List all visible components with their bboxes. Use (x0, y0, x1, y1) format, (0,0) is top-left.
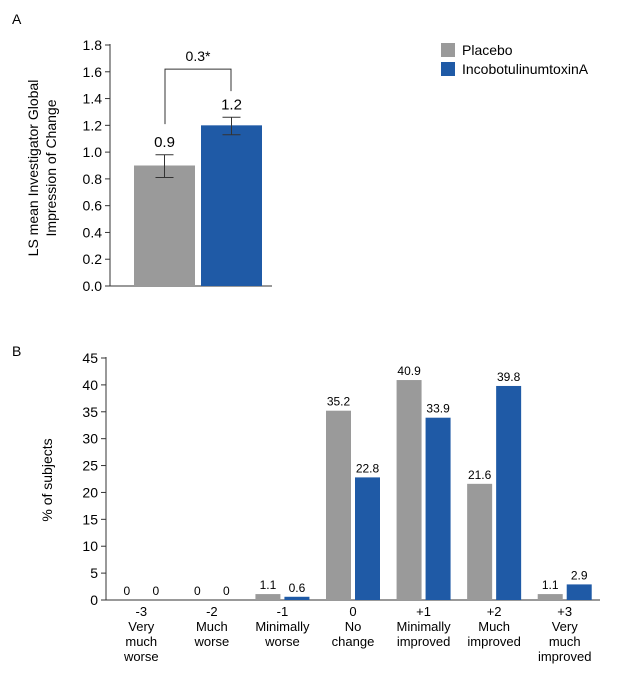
panel-b-y-tick-label: 5 (90, 565, 98, 581)
panel-a-y-tick-label: 1.0 (83, 144, 103, 160)
panel-a-y-tick-label: 1.2 (83, 117, 103, 133)
panel-b-bar-value-label: 0 (123, 584, 130, 598)
panel-b-y-axis-title: % of subjects (39, 438, 55, 521)
panel-a-bar-placebo (134, 165, 195, 286)
legend: Placebo IncobotulinumtoxinA (441, 42, 589, 77)
panel-b-x-tick-label: Very (552, 619, 579, 634)
panel-b-bar-treatment (284, 596, 310, 600)
panel-a-y-tick-label: 0.0 (83, 278, 103, 294)
panel-a-y-tick-label: 1.6 (83, 64, 103, 80)
panel-b-y-tick-label: 15 (82, 511, 98, 527)
panel-b-bar-value-label: 22.8 (356, 461, 380, 475)
panel-b-bar-treatment (496, 385, 522, 600)
panel-b-x-tick-label: worse (264, 634, 300, 649)
legend-label-treatment: IncobotulinumtoxinA (462, 61, 589, 77)
panel-b-bar-placebo (467, 483, 493, 600)
panel-b-x-tick-code: -3 (136, 604, 148, 619)
panel-b-y-tick-label: 25 (82, 458, 98, 474)
panel-a-bar-value-label: 0.9 (154, 134, 175, 151)
panel-a-significance-label: 0.3* (186, 48, 211, 64)
panel-b-y-tick-label: 35 (82, 404, 98, 420)
panel-b-bar-placebo (537, 594, 563, 600)
panel-b-x-tick-label: Minimally (255, 619, 310, 634)
panel-b-bar-value-label: 21.6 (468, 468, 492, 482)
panel-a: A LS mean Investigator Global Impression… (12, 11, 589, 294)
panel-b-bar-value-label: 40.9 (397, 364, 421, 378)
panel-b-bar-value-label: 35.2 (327, 395, 351, 409)
panel-b-bar-placebo (396, 380, 422, 600)
panel-b-bar-placebo (255, 594, 281, 600)
panel-b-x-tick-label: Much (196, 619, 228, 634)
panel-a-y-tick-label: 1.8 (83, 37, 103, 53)
panel-b-x-tick-label: worse (123, 649, 159, 664)
panel-a-y-tick-label: 0.8 (83, 171, 103, 187)
panel-b-bar-value-label: 0 (152, 584, 159, 598)
panel-b-bar-value-label: 39.8 (497, 370, 521, 384)
legend-label-placebo: Placebo (462, 42, 513, 58)
panel-b-x-tick-label: worse (194, 634, 230, 649)
panel-b-bar-value-label: 0.6 (289, 581, 306, 595)
panel-b-bar-value-label: 0 (194, 584, 201, 598)
panel-b-x-tick-label: improved (397, 634, 450, 649)
panel-b-x-tick-code: -2 (206, 604, 218, 619)
panel-b-x-tick-label: Much (478, 619, 510, 634)
panel-a-bar-value-label: 1.2 (221, 96, 242, 113)
panel-a-label: A (12, 11, 22, 27)
panel-b-bar-value-label: 2.9 (571, 568, 588, 582)
panel-b-bar-treatment (355, 477, 380, 600)
legend-swatch-treatment (441, 62, 455, 76)
panel-b-bar-treatment (566, 584, 592, 600)
panel-b-x-tick-code: -1 (277, 604, 289, 619)
panel-b-x-tick-label: Minimally (396, 619, 451, 634)
panel-b-y-tick-label: 40 (82, 377, 98, 393)
panel-b-bar-value-label: 1.1 (260, 578, 277, 592)
panel-a-significance-bracket (164, 68, 232, 125)
panel-b-x-tick-code: +1 (416, 604, 431, 619)
panel-b-bar-value-label: 33.9 (426, 402, 450, 416)
panel-b-x-tick-code: +2 (487, 604, 502, 619)
panel-b-y-tick-label: 0 (90, 592, 98, 608)
legend-swatch-placebo (441, 43, 455, 57)
panel-b-label: B (12, 343, 21, 359)
panel-b-x-tick-label: improved (538, 649, 591, 664)
panel-b-bar-placebo (326, 410, 351, 600)
panel-b-x-tick-label: much (549, 634, 581, 649)
panel-a-y-tick-label: 0.2 (83, 251, 103, 267)
panel-b-x-tick-label: No (345, 619, 362, 634)
panel-b-bar-value-label: 1.1 (542, 578, 559, 592)
panel-b-x-tick-code: +3 (557, 604, 572, 619)
panel-b-x-tick-label: improved (467, 634, 520, 649)
panel-a-y-axis-title-line2: Impression of Change (43, 99, 59, 236)
panel-a-y-tick-label: 0.6 (83, 198, 103, 214)
panel-a-y-tick-label: 1.4 (83, 91, 103, 107)
panel-b-x-tick-code: 0 (349, 604, 356, 619)
panel-b-x-tick-label: much (125, 634, 157, 649)
panel-a-y-axis-title-line1: LS mean Investigator Global (25, 80, 41, 257)
panel-b-x-tick-label: change (332, 634, 375, 649)
panel-b-x-tick-label: Very (128, 619, 155, 634)
panel-b-bar-treatment (425, 417, 451, 600)
panel-b-y-tick-label: 30 (82, 431, 98, 447)
panel-a-bar-treatment (201, 125, 262, 286)
panel-b-y-tick-label: 45 (82, 350, 98, 366)
panel-b-y-tick-label: 10 (82, 538, 98, 554)
panel-b-bar-value-label: 0 (223, 584, 230, 598)
panel-a-y-tick-label: 0.4 (83, 224, 103, 240)
panel-b-y-tick-label: 20 (82, 484, 98, 500)
